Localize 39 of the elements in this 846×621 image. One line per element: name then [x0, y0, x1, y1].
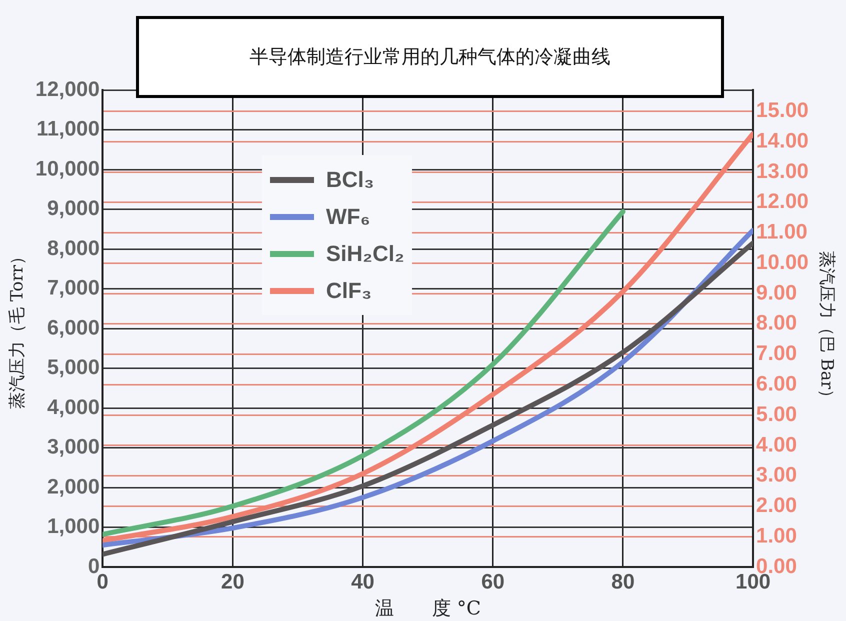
y2-tick-label: 13.00 — [756, 160, 809, 183]
x-tick-label: 60 — [481, 570, 505, 594]
y-tick-label: 6,000 — [47, 316, 100, 340]
legend-label: WF₆ — [326, 204, 370, 230]
y2-tick-label: 6.00 — [756, 372, 797, 396]
y2-tick-label: 10.00 — [756, 250, 809, 274]
x-tick-label: 20 — [221, 570, 244, 594]
y-tick-label: 8,000 — [47, 236, 100, 260]
y-tick-label: 10,000 — [35, 157, 100, 180]
y-tick-label: 9,000 — [47, 197, 100, 220]
y2-tick-label: 5.00 — [756, 402, 797, 426]
y-tick-label: 3,000 — [47, 436, 100, 459]
y-tick-label: 7,000 — [47, 276, 100, 300]
legend-label: BCl₃ — [326, 166, 374, 192]
x-axis-title: 温 度 °C — [374, 598, 481, 620]
y-tick-label: 11,000 — [36, 118, 100, 141]
title-frame: 半导体制造行业常用的几种气体的冷凝曲线 — [136, 16, 724, 98]
y-tick-label: 1,000 — [47, 515, 100, 538]
legend-label: ClF₃ — [326, 278, 372, 304]
y-tick-label: 4,000 — [47, 396, 100, 419]
y2-axis-title: 蒸汽压力（巴 Bar） — [816, 250, 836, 406]
y2-tick-label: 11.00 — [756, 220, 808, 244]
y2-tick-label: 12.00 — [756, 190, 809, 214]
y2-tick-label: 9.00 — [756, 281, 797, 304]
y2-tick-label: 4.00 — [756, 433, 797, 456]
x-tick-label: 40 — [351, 570, 374, 594]
y-axis-title: 蒸汽压力（毛 Torr） — [8, 248, 28, 409]
y2-tick-label: 1.00 — [756, 524, 797, 548]
y-tick-label: 5,000 — [47, 356, 100, 380]
y2-tick-label: 8.00 — [756, 312, 797, 335]
y2-tick-label: 15.00 — [756, 99, 809, 122]
legend-label: SiH₂Cl₂ — [326, 240, 404, 266]
y2-tick-label: 2.00 — [756, 494, 797, 518]
y2-tick-label: 3.00 — [756, 464, 797, 487]
y-tick-label: 2,000 — [47, 475, 100, 498]
y2-tick-label: 7.00 — [756, 342, 797, 366]
x-tick-label: 80 — [611, 570, 635, 594]
y2-tick-label: 14.00 — [756, 129, 809, 152]
y-tick-label: 12,000 — [35, 78, 100, 101]
